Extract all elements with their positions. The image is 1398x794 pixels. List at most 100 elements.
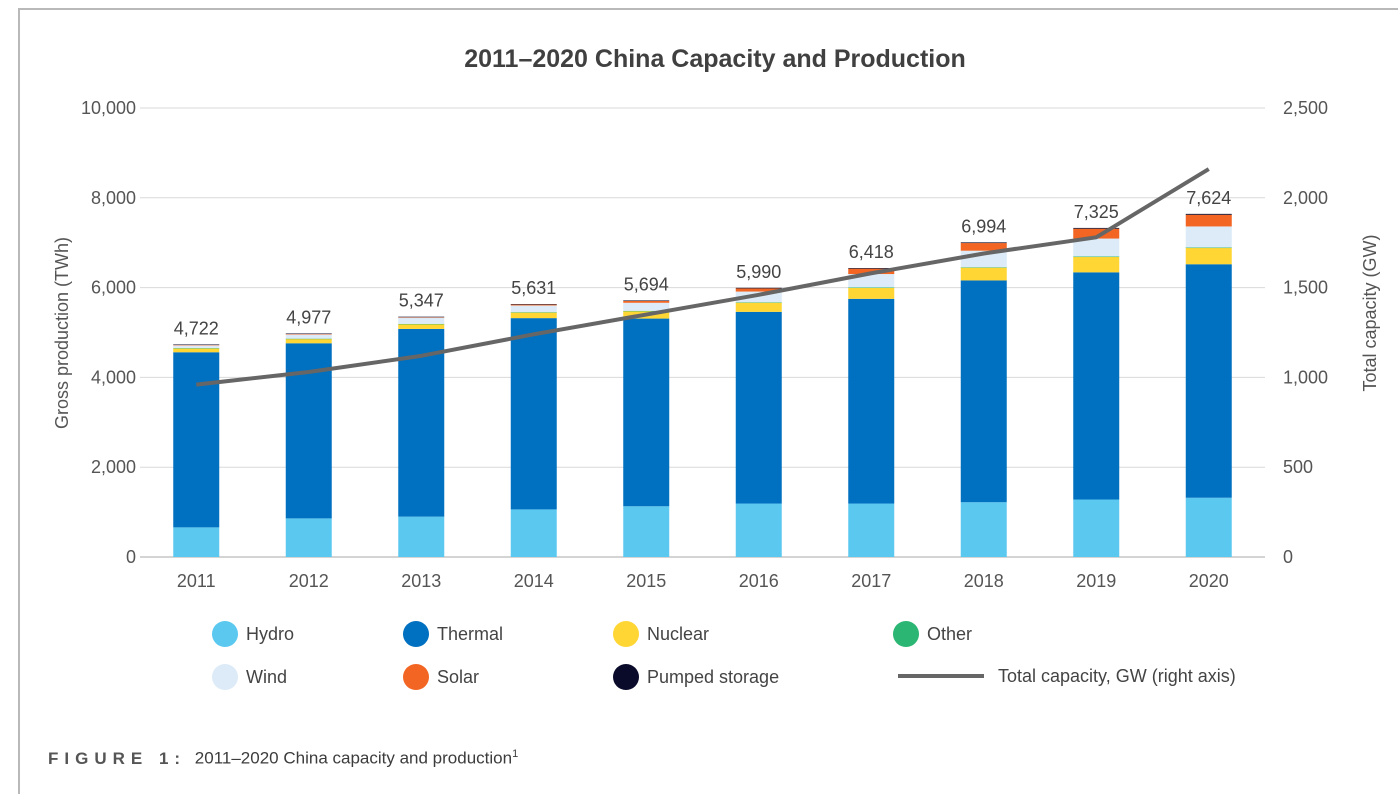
right-tick-label: 500 bbox=[1283, 457, 1313, 477]
legend-swatch bbox=[613, 664, 639, 690]
bar-segment-other bbox=[735, 302, 782, 303]
total-label: 5,347 bbox=[399, 291, 444, 311]
right-tick-label: 2,500 bbox=[1283, 98, 1328, 118]
bar-segment-other bbox=[1073, 256, 1120, 258]
caption-text: 2011–2020 China capacity and production bbox=[194, 748, 513, 768]
bar-segment-nuclear bbox=[735, 302, 782, 312]
bar-segment-nuclear bbox=[848, 287, 895, 299]
legend-item: Pumped storage bbox=[613, 664, 779, 690]
bar-segment-nuclear bbox=[173, 348, 220, 353]
bar-segment-other bbox=[285, 338, 332, 340]
bar-segment-solar bbox=[510, 304, 557, 306]
legend-swatch bbox=[613, 621, 639, 647]
bar-segment-hydro bbox=[173, 527, 220, 557]
left-tick-label: 4,000 bbox=[91, 367, 136, 387]
figure-frame bbox=[18, 8, 1398, 794]
right-tick-label: 1,500 bbox=[1283, 278, 1328, 298]
left-tick-label: 8,000 bbox=[91, 188, 136, 208]
bar-segment-solar bbox=[960, 243, 1007, 251]
bar-segment-wind bbox=[1185, 226, 1232, 248]
legend-label: Nuclear bbox=[647, 624, 709, 644]
total-label: 6,418 bbox=[849, 242, 894, 262]
left-tick-label: 0 bbox=[126, 547, 136, 567]
bar-segment-hydro bbox=[1185, 497, 1232, 557]
bar-segment-solar bbox=[398, 317, 445, 318]
bar-stack bbox=[960, 242, 1007, 557]
left-tick-label: 2,000 bbox=[91, 457, 136, 477]
legend-label: Pumped storage bbox=[647, 667, 779, 687]
bar-segment-other bbox=[848, 287, 895, 289]
bar-segment-thermal bbox=[848, 298, 895, 504]
bar-segment-pumped-storage bbox=[623, 300, 670, 301]
bar-segment-other bbox=[1185, 247, 1232, 249]
bar-segment-pumped-storage bbox=[398, 316, 445, 318]
x-tick-label: 2012 bbox=[289, 571, 329, 591]
x-tick-label: 2017 bbox=[851, 571, 891, 591]
x-tick-label: 2019 bbox=[1076, 571, 1116, 591]
bar-segment-other bbox=[398, 323, 445, 325]
caption-footnote: 1 bbox=[512, 748, 519, 760]
legend-swatch bbox=[212, 621, 238, 647]
bar-segment-wind bbox=[623, 302, 670, 311]
legend-label: Total capacity, GW (right axis) bbox=[998, 666, 1236, 686]
bar-segment-hydro bbox=[1073, 499, 1120, 557]
capacity-series-line bbox=[196, 167, 1210, 387]
legend: Hydro Thermal Nuclear Other Wind Solar Pumped … bbox=[212, 621, 1236, 690]
right-tick-label: 2,000 bbox=[1283, 188, 1328, 208]
bar-segment-thermal bbox=[1073, 272, 1120, 500]
bar-segment-pumped-storage bbox=[960, 242, 1007, 244]
bar-segment-hydro bbox=[623, 506, 670, 557]
bar-stack bbox=[398, 316, 445, 557]
legend-item: Total capacity, GW (right axis) bbox=[898, 666, 1236, 686]
right-tick-label: 0 bbox=[1283, 547, 1293, 567]
left-tick-label: 6,000 bbox=[91, 278, 136, 298]
bar-segment-pumped-storage bbox=[848, 268, 895, 269]
bar-segment-thermal bbox=[398, 328, 445, 517]
total-label: 4,722 bbox=[174, 318, 219, 338]
bar-segment-solar bbox=[623, 300, 670, 303]
chart-title: 2011–2020 China Capacity and Production bbox=[464, 45, 966, 73]
bar-segment-solar bbox=[173, 344, 220, 346]
total-label: 7,624 bbox=[1186, 188, 1231, 208]
x-tick-label: 2014 bbox=[514, 571, 554, 591]
legend-swatch bbox=[403, 621, 429, 647]
total-label: 6,994 bbox=[961, 216, 1006, 236]
bar-stack bbox=[735, 287, 782, 557]
capacity-line bbox=[196, 167, 1210, 387]
legend-item: Hydro bbox=[212, 621, 294, 647]
bar-segment-solar bbox=[285, 333, 332, 335]
left-axis-ticks: 10,000 8,000 6,000 4,000 2,000 0 bbox=[81, 98, 136, 567]
right-axis-label: Total capacity (GW) bbox=[1360, 234, 1380, 391]
legend-swatch bbox=[403, 664, 429, 690]
bar-segment-other bbox=[960, 267, 1007, 268]
bar-segment-wind bbox=[173, 344, 220, 349]
bar-segment-thermal bbox=[510, 318, 557, 510]
legend-swatch bbox=[212, 664, 238, 690]
bar-segment-pumped-storage bbox=[1185, 213, 1232, 215]
left-axis-label: Gross production (TWh) bbox=[52, 237, 72, 429]
legend-item: Thermal bbox=[403, 621, 503, 647]
bar-segment-thermal bbox=[1185, 264, 1232, 498]
bar-segment-nuclear bbox=[1073, 256, 1120, 273]
bar-segment-wind bbox=[1073, 238, 1120, 257]
bar-segment-thermal bbox=[960, 280, 1007, 503]
bar-segment-wind bbox=[285, 334, 332, 339]
bar-segment-hydro bbox=[398, 516, 445, 557]
bar-segment-wind bbox=[735, 291, 782, 303]
bars bbox=[173, 213, 1232, 557]
legend-label: Hydro bbox=[246, 624, 294, 644]
bar-segment-other bbox=[510, 312, 557, 313]
bar-segment-nuclear bbox=[285, 338, 332, 344]
bar-stack bbox=[1185, 213, 1232, 557]
x-tick-label: 2013 bbox=[401, 571, 441, 591]
x-tick-label: 2018 bbox=[964, 571, 1004, 591]
bar-stack bbox=[173, 344, 220, 557]
bar-segment-hydro bbox=[510, 509, 557, 557]
bar-segment-nuclear bbox=[960, 267, 1007, 281]
bar-segment-pumped-storage bbox=[510, 304, 557, 305]
bar-segment-thermal bbox=[735, 311, 782, 504]
total-label: 5,990 bbox=[736, 262, 781, 282]
x-axis-ticks: 2011 2012 2013 2014 2015 2016 2017 2018 2019 2020 bbox=[177, 571, 1229, 591]
total-label: 5,631 bbox=[511, 278, 556, 298]
bar-segment-pumped-storage bbox=[1073, 227, 1120, 229]
